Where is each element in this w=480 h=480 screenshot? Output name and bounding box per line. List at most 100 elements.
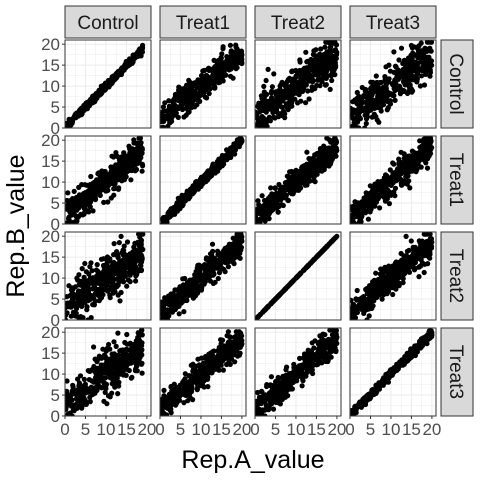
data-point [322,245,328,251]
data-point [220,252,226,258]
data-point [97,92,103,98]
data-point [289,69,295,75]
data-point [223,245,229,251]
data-point [383,196,389,202]
data-point [236,141,242,147]
data-point [321,167,327,173]
data-point [67,198,73,204]
data-point [177,206,183,212]
data-point [362,125,368,128]
data-point [135,252,141,258]
strip-label: Treat3 [366,13,420,34]
data-point [186,109,192,115]
data-point [393,82,399,88]
data-point [132,240,138,246]
data-point [259,193,265,199]
points [350,232,435,320]
data-point [138,240,144,246]
data-point [200,179,206,185]
data-point [269,84,275,90]
data-point [393,178,399,184]
data-point [392,87,399,93]
data-point [183,192,189,199]
data-point [332,63,338,70]
data-point [313,47,319,53]
y-tick-label: 20 [41,227,60,246]
data-point [167,120,173,126]
data-point [322,44,328,50]
data-point [263,120,269,126]
panel-control-vs-treat1 [159,39,247,129]
facet-panels: Control Treat1 Treat2 Treat3ControlTreat1Tr… [41,5,474,439]
panel-border [254,39,342,129]
data-point [138,47,144,53]
data-point [110,176,116,182]
data-point [187,186,193,192]
data-point [400,66,406,72]
data-point [92,275,98,281]
data-point [166,313,172,319]
data-point [398,45,405,51]
data-point [384,107,390,113]
data-point [413,169,419,175]
data-point [316,156,322,162]
data-point [82,260,88,267]
data-point [426,54,432,60]
data-point [409,45,415,51]
points [160,232,245,320]
data-point [270,206,276,212]
panel-border [159,135,247,225]
data-point [238,59,244,65]
data-point [296,187,302,193]
data-point [359,201,365,207]
data-point [160,115,165,121]
data-point [183,105,189,111]
data-point [329,149,335,155]
data-point [136,268,142,274]
data-point [283,182,290,188]
data-point [416,274,422,280]
data-point [295,172,301,178]
data-point [71,188,77,194]
data-point [115,166,121,173]
data-point [414,76,420,82]
data-point [413,52,419,58]
data-point [83,269,89,275]
data-point [400,60,406,67]
data-point [298,89,304,95]
data-point [425,58,432,64]
data-point [350,215,356,221]
strip-background [64,5,152,39]
data-point [390,291,396,298]
data-point [197,92,203,99]
data-point [233,236,239,243]
panel-treat2-vs-treat1 [159,231,247,321]
data-point [138,246,144,252]
data-point [201,67,207,74]
data-point [215,67,221,73]
data-point [138,148,144,154]
data-point [373,73,379,79]
data-point [275,88,282,94]
data-point [404,69,410,75]
data-point [364,114,370,120]
data-point [367,90,373,97]
data-point [279,110,286,116]
data-point [89,96,95,103]
data-point [225,264,231,270]
data-point [267,118,273,124]
data-point [117,159,123,165]
data-point [426,151,432,157]
data-point [402,179,408,185]
data-point [333,234,339,241]
data-point [291,76,298,82]
data-point [234,232,240,237]
data-point [111,241,117,247]
data-point [408,238,414,244]
data-point [115,251,121,258]
data-point [319,146,325,152]
data-point [120,279,127,285]
data-point [222,269,228,275]
data-point [396,57,402,63]
